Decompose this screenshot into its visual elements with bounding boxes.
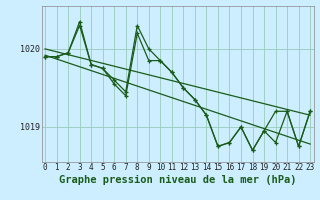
X-axis label: Graphe pression niveau de la mer (hPa): Graphe pression niveau de la mer (hPa) <box>59 175 296 185</box>
